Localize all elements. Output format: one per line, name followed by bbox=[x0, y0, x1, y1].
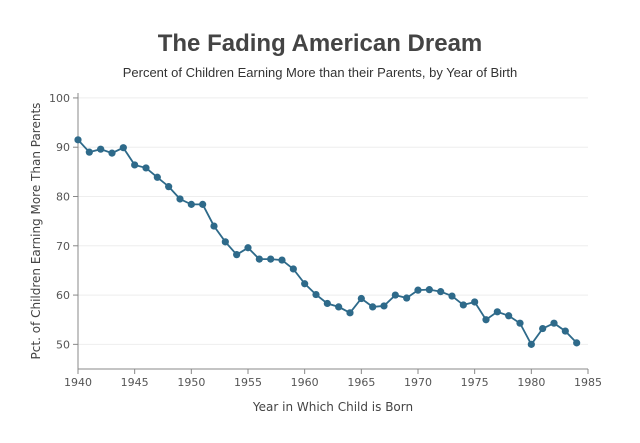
data-point-1959 bbox=[289, 265, 297, 273]
data-point-1958 bbox=[278, 256, 286, 264]
y-tick-label-90: 90 bbox=[56, 141, 70, 154]
data-point-1983 bbox=[561, 327, 569, 335]
data-point-1943 bbox=[108, 149, 116, 157]
data-point-1964 bbox=[346, 309, 354, 317]
data-point-1955 bbox=[244, 244, 252, 252]
x-tick-label-1980: 1980 bbox=[517, 376, 545, 389]
data-point-1969 bbox=[403, 294, 411, 302]
data-point-1965 bbox=[357, 294, 365, 303]
y-axis-label: Pct. of Children Earning More Than Paren… bbox=[29, 103, 43, 360]
data-point-1950 bbox=[187, 200, 195, 208]
data-point-1970 bbox=[414, 286, 422, 294]
data-point-1946 bbox=[142, 164, 150, 172]
y-tick-label-80: 80 bbox=[56, 191, 70, 204]
data-point-1941 bbox=[85, 148, 93, 156]
data-point-1980 bbox=[527, 340, 535, 348]
x-tick-label-1985: 1985 bbox=[574, 376, 602, 389]
data-point-1951 bbox=[199, 200, 207, 208]
x-tick-label-1970: 1970 bbox=[404, 376, 432, 389]
x-tick-label-1940: 1940 bbox=[64, 376, 92, 389]
y-tick-label-70: 70 bbox=[56, 240, 70, 253]
x-tick-label-1960: 1960 bbox=[291, 376, 319, 389]
chart-subtitle: Percent of Children Earning More than th… bbox=[122, 65, 518, 80]
x-tick-label-1950: 1950 bbox=[177, 376, 205, 389]
data-point-1967 bbox=[380, 302, 388, 310]
data-point-1960 bbox=[301, 280, 309, 288]
y-axis-ticks: 50 60 70 80 90 100 bbox=[49, 92, 78, 351]
data-point-1973 bbox=[448, 292, 456, 300]
data-point-1944 bbox=[119, 144, 127, 152]
data-point-1976 bbox=[482, 316, 490, 324]
data-point-1984 bbox=[573, 339, 581, 347]
data-point-1942 bbox=[97, 145, 105, 153]
data-point-1971 bbox=[425, 286, 433, 294]
data-point-1974 bbox=[459, 301, 467, 309]
data-point-1975 bbox=[471, 298, 479, 306]
data-point-1981 bbox=[539, 324, 547, 333]
data-point-1979 bbox=[516, 319, 524, 327]
x-tick-label-1975: 1975 bbox=[461, 376, 489, 389]
data-point-1945 bbox=[131, 161, 139, 169]
data-point-1962 bbox=[323, 299, 331, 308]
y-tick-label-50: 50 bbox=[56, 338, 70, 351]
data-point-1982 bbox=[550, 319, 558, 327]
chart-title: The Fading American Dream bbox=[157, 30, 483, 57]
data-point-1977 bbox=[493, 308, 501, 316]
data-point-1954 bbox=[233, 251, 241, 259]
data-points bbox=[74, 136, 581, 348]
data-point-1956 bbox=[255, 255, 263, 263]
x-tick-label-1955: 1955 bbox=[234, 376, 262, 389]
y-tick-label-60: 60 bbox=[56, 289, 70, 302]
gridlines bbox=[78, 97, 588, 345]
x-axis-label: Year in Which Child is Born bbox=[252, 400, 413, 414]
data-point-1968 bbox=[391, 291, 399, 299]
data-point-1940 bbox=[74, 136, 82, 144]
data-point-1963 bbox=[335, 303, 343, 311]
data-point-1966 bbox=[369, 303, 377, 311]
data-point-1947 bbox=[153, 173, 161, 181]
data-point-1957 bbox=[267, 255, 275, 263]
data-point-1978 bbox=[505, 312, 513, 320]
data-point-1953 bbox=[221, 238, 229, 246]
data-point-1949 bbox=[176, 195, 184, 203]
data-point-1952 bbox=[210, 222, 218, 230]
data-point-1961 bbox=[312, 290, 320, 299]
data-point-1948 bbox=[165, 183, 173, 191]
series-line bbox=[77, 139, 578, 347]
x-axis-ticks: 1940 1945 1950 1955 1960 1965 1970 1975 1980 1985 bbox=[64, 369, 602, 389]
y-tick-label-100: 100 bbox=[49, 92, 70, 105]
x-tick-label-1945: 1945 bbox=[121, 376, 149, 389]
x-tick-label-1965: 1965 bbox=[347, 376, 375, 389]
data-point-1972 bbox=[437, 288, 445, 296]
